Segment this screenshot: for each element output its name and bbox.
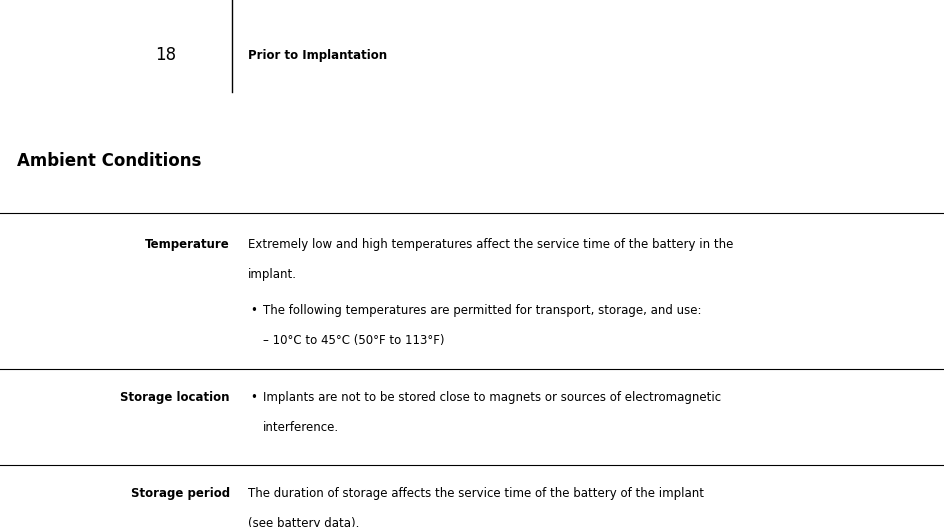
- Text: – 10°C to 45°C (50°F to 113°F): – 10°C to 45°C (50°F to 113°F): [262, 334, 444, 347]
- Text: Prior to Implantation: Prior to Implantation: [247, 49, 386, 62]
- Text: (see battery data).: (see battery data).: [247, 517, 359, 527]
- Text: The duration of storage affects the service time of the battery of the implant: The duration of storage affects the serv…: [247, 487, 703, 500]
- Text: The following temperatures are permitted for transport, storage, and use:: The following temperatures are permitted…: [262, 304, 700, 317]
- Text: Storage location: Storage location: [120, 391, 229, 404]
- Text: Ambient Conditions: Ambient Conditions: [17, 152, 201, 170]
- Text: •: •: [250, 304, 257, 317]
- Text: interference.: interference.: [262, 421, 339, 434]
- Text: Implants are not to be stored close to magnets or sources of electromagnetic: Implants are not to be stored close to m…: [262, 391, 720, 404]
- Text: Extremely low and high temperatures affect the service time of the battery in th: Extremely low and high temperatures affe…: [247, 238, 733, 251]
- Text: implant.: implant.: [247, 268, 296, 281]
- Text: Storage period: Storage period: [130, 487, 229, 500]
- Text: 18: 18: [155, 46, 176, 64]
- Text: Temperature: Temperature: [144, 238, 229, 251]
- Text: •: •: [250, 391, 257, 404]
